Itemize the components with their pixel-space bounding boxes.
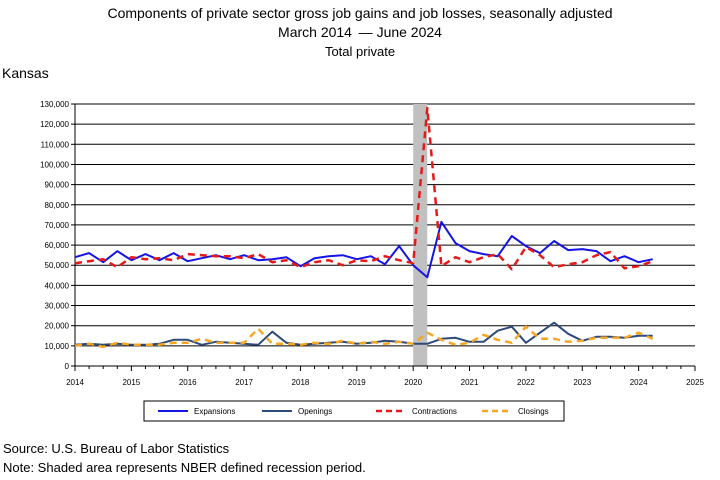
x-tick-label: 2019: [348, 378, 366, 387]
y-tick-label: 20,000: [45, 322, 70, 331]
legend-label-expansions: Expansions: [194, 407, 235, 416]
chart-subtitle-industry: Total private: [324, 44, 396, 59]
legend-box: [143, 400, 565, 422]
x-tick-label: 2022: [517, 378, 535, 387]
series-line-expansions: [74, 220, 653, 279]
x-tick-label: 2014: [66, 378, 84, 387]
y-tick-label: 10,000: [45, 342, 70, 351]
legend-label-openings: Openings: [298, 407, 332, 416]
y-tick-label: 130,000: [40, 100, 69, 109]
legend-label-contractions: Contractions: [412, 407, 457, 416]
period-start: March 2014: [278, 24, 352, 40]
x-tick-label: 2021: [461, 378, 479, 387]
y-tick-label: 30,000: [45, 302, 70, 311]
y-tick-label: 40,000: [45, 281, 70, 290]
y-tick-label: 0: [65, 362, 70, 371]
y-tick-label: 60,000: [45, 241, 70, 250]
y-tick-label: 80,000: [45, 201, 70, 210]
y-tick-label: 50,000: [45, 261, 70, 270]
area-label: Kansas: [2, 65, 49, 81]
series-line-closings: [74, 325, 654, 349]
y-tick-label: 110,000: [41, 140, 70, 149]
x-tick-label: 2020: [404, 378, 422, 387]
source-note: Source: U.S. Bureau of Labor Statistics: [3, 441, 230, 456]
y-tick-label: 70,000: [45, 221, 70, 230]
chart-subtitle-period: March 2014 — June 2024: [0, 24, 720, 40]
chart-title: Components of private sector gross job g…: [107, 5, 613, 21]
legend-label-closings: Closings: [518, 407, 549, 416]
x-tick-label: 2017: [235, 378, 253, 387]
recession-note: Note: Shaded area represents NBER define…: [3, 460, 366, 475]
y-tick-label: 90,000: [45, 181, 70, 190]
x-tick-label: 2018: [292, 378, 310, 387]
x-tick-label: 2015: [122, 378, 140, 387]
period-end: June 2024: [376, 24, 442, 40]
y-tick-label: 100,000: [40, 160, 69, 169]
x-tick-label: 2016: [179, 378, 197, 387]
x-tick-label: 2024: [630, 378, 648, 387]
series-line-contractions: [74, 106, 654, 271]
x-tick-label: 2023: [573, 378, 591, 387]
x-tick-label: 2025: [686, 378, 704, 387]
recession-band: [413, 104, 428, 366]
dash-glyph: —: [355, 24, 373, 40]
y-tick-label: 120,000: [40, 120, 69, 129]
